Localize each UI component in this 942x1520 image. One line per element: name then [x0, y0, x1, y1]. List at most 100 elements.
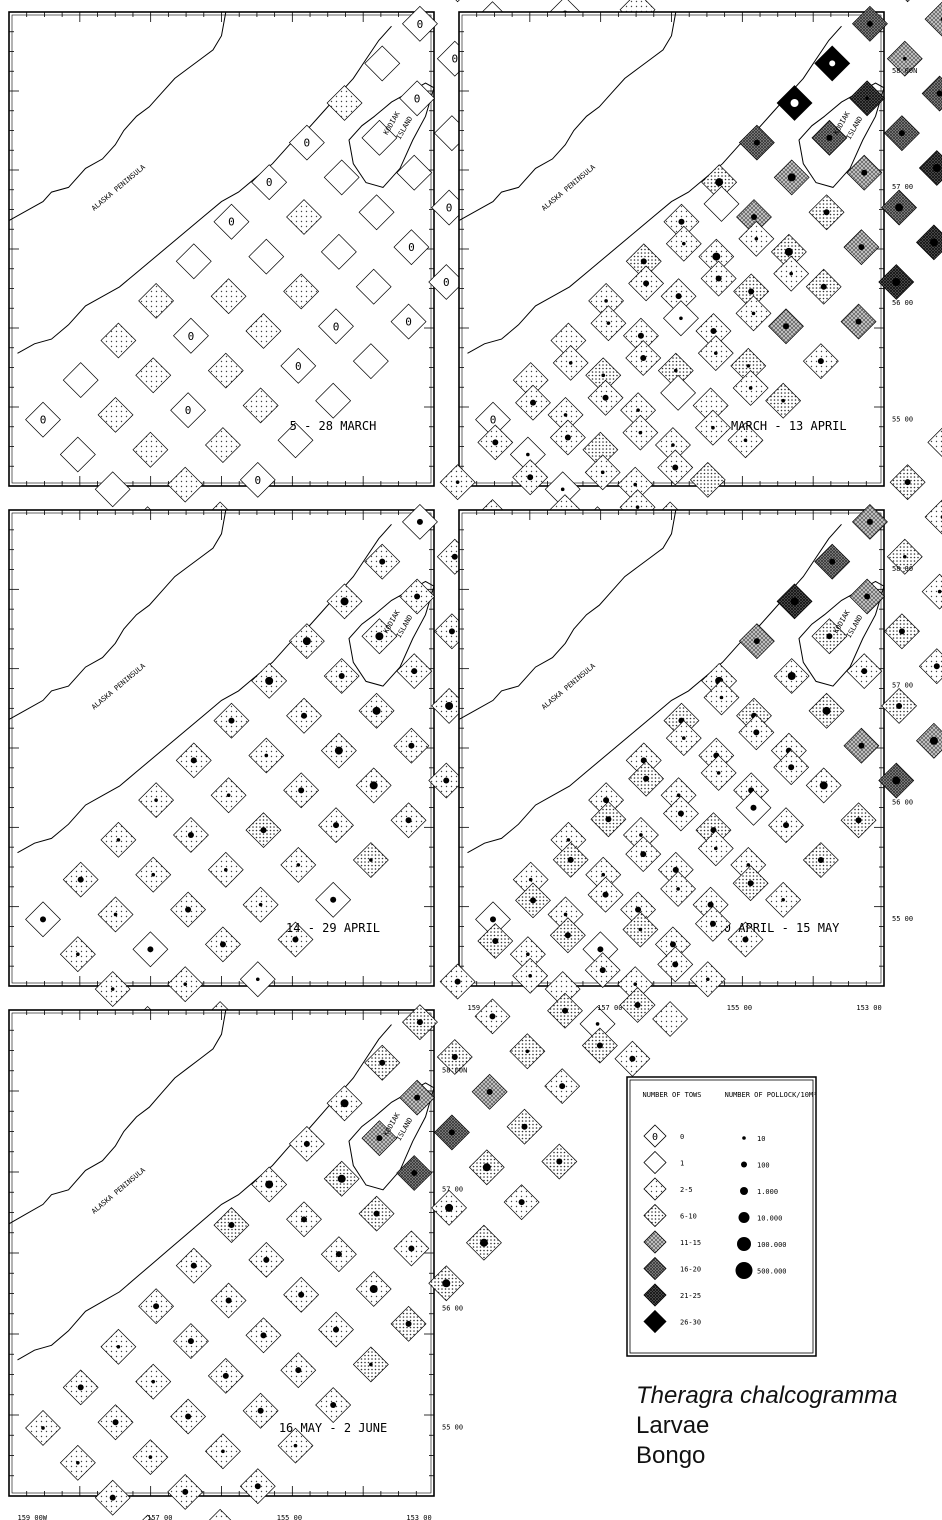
pollock-density-dot [372, 706, 381, 715]
survey-cell [393, 229, 430, 266]
pollock-density-dot [153, 1303, 160, 1310]
survey-cell [173, 317, 209, 354]
zero-tow-mark: 0 [408, 241, 415, 254]
survey-cell [94, 471, 131, 508]
longitude-label: 159 00W [18, 1514, 48, 1520]
legend-tows-label: 0 [680, 1133, 684, 1141]
pollock-density-dot [109, 1494, 116, 1501]
pollock-density-dot [597, 946, 604, 953]
pollock-density-dot [640, 355, 647, 362]
pollock-density-dot [671, 443, 675, 447]
survey-cell [390, 303, 427, 340]
pollock-density-dot [151, 1379, 156, 1384]
pollock-density-dot [753, 139, 760, 146]
legend-pollock-label: 100.000 [757, 1241, 787, 1249]
pollock-density-dot [600, 470, 605, 475]
survey-cell [399, 80, 435, 117]
pollock-density-dot [643, 775, 650, 782]
zero-tow-mark: 0 [446, 202, 453, 215]
pollock-density-dot [408, 742, 415, 749]
survey-cell [135, 357, 172, 394]
survey-cell [209, 1508, 232, 1520]
pollock-density-dot [255, 977, 260, 982]
pollock-density-dot [490, 916, 496, 923]
pollock-density-dot [742, 936, 749, 943]
pollock-density-dot [77, 876, 84, 883]
pollock-density-dot [633, 482, 638, 487]
pollock-density-dot [713, 846, 718, 851]
survey-cell [100, 322, 137, 359]
survey-cell [213, 203, 250, 240]
pollock-density-dot [599, 967, 606, 974]
pollock-density-dot [936, 90, 942, 97]
latitude-label: 57 00 [892, 183, 913, 191]
pollock-density-dot [414, 1094, 421, 1101]
pollock-density-dot [855, 817, 862, 824]
legend-tows-swatch [643, 1309, 667, 1334]
pollock-density-dot [379, 1059, 386, 1066]
legend-tows-label: 2-5 [680, 1186, 693, 1194]
pollock-density-dot [603, 797, 610, 804]
pollock-density-dot [219, 941, 226, 948]
survey-cell [280, 347, 317, 384]
legend-tows-swatch [643, 1150, 667, 1175]
pollock-density-dot [637, 332, 644, 339]
pollock-density-dot [333, 822, 340, 829]
pollock-density-dot [337, 1174, 346, 1183]
pollock-density-dot [489, 1013, 496, 1020]
pollock-density-dot [567, 856, 574, 863]
longitude-label: 157 00 [147, 1514, 172, 1520]
longitude-label: 153 00 [856, 1004, 881, 1012]
pollock-density-dot [605, 816, 612, 823]
pollock-density-dot [518, 1199, 525, 1206]
pollock-density-dot [675, 293, 682, 300]
longitude-label: 155 00 [277, 1514, 302, 1520]
survey-cell [97, 397, 134, 433]
pollock-density-dot [896, 702, 903, 709]
legend-pollock-dot [737, 1237, 751, 1251]
zero-tow-mark: 0 [40, 414, 47, 427]
survey-cell [921, 573, 942, 610]
pollock-density-dot [672, 961, 679, 968]
coastline-north [8, 1009, 227, 1225]
caption-species: Theragra chalcogramma [636, 1382, 898, 1409]
pollock-density-dot [602, 891, 609, 898]
legend-pollock-dot [740, 1187, 748, 1195]
survey-cell [207, 352, 244, 389]
zero-tow-mark: 0 [490, 414, 497, 427]
survey-cell [352, 343, 389, 380]
survey-cell [402, 5, 438, 42]
legend-pollock-label: 10 [757, 1135, 765, 1143]
pollock-density-dot [568, 361, 573, 365]
latitude-label: 56 00 [892, 299, 913, 307]
legend-pollock-dot [738, 1212, 750, 1223]
legend-tows-header: NUMBER OF TOWS [642, 1091, 701, 1099]
pollock-density-dot [408, 1245, 415, 1252]
pollock-density-dot [530, 399, 537, 406]
pollock-density-dot [303, 1140, 310, 1147]
pollock-density-dot [411, 1170, 418, 1177]
pollock-density-dot [640, 851, 647, 858]
coastline-north [8, 509, 227, 720]
pollock-density-dot [751, 311, 756, 316]
longitude-label: 157 00 [597, 1004, 622, 1012]
pollock-density-dot [746, 364, 751, 368]
pollock-density-dot [638, 430, 643, 435]
pollock-density-dot [789, 271, 793, 276]
pollock-density-dot [898, 628, 905, 635]
pollock-density-dot [861, 668, 868, 675]
pollock-density-dot [451, 1054, 458, 1060]
survey-cell [138, 283, 174, 319]
survey-cell [286, 199, 322, 235]
pollock-density-dot [559, 1083, 566, 1090]
pollock-density-dot [748, 386, 753, 390]
pollock-density-dot [116, 1344, 121, 1349]
pollock-density-dot [486, 1088, 493, 1095]
survey-cell [924, 1, 942, 37]
latitude-label: 57 00 [442, 1185, 463, 1193]
legend-tows-label: 6-10 [680, 1213, 697, 1221]
date-range-label: 14 - 29 APRIL [286, 921, 380, 935]
pollock-density-dot [376, 1135, 383, 1142]
pollock-density-dot [823, 209, 830, 216]
